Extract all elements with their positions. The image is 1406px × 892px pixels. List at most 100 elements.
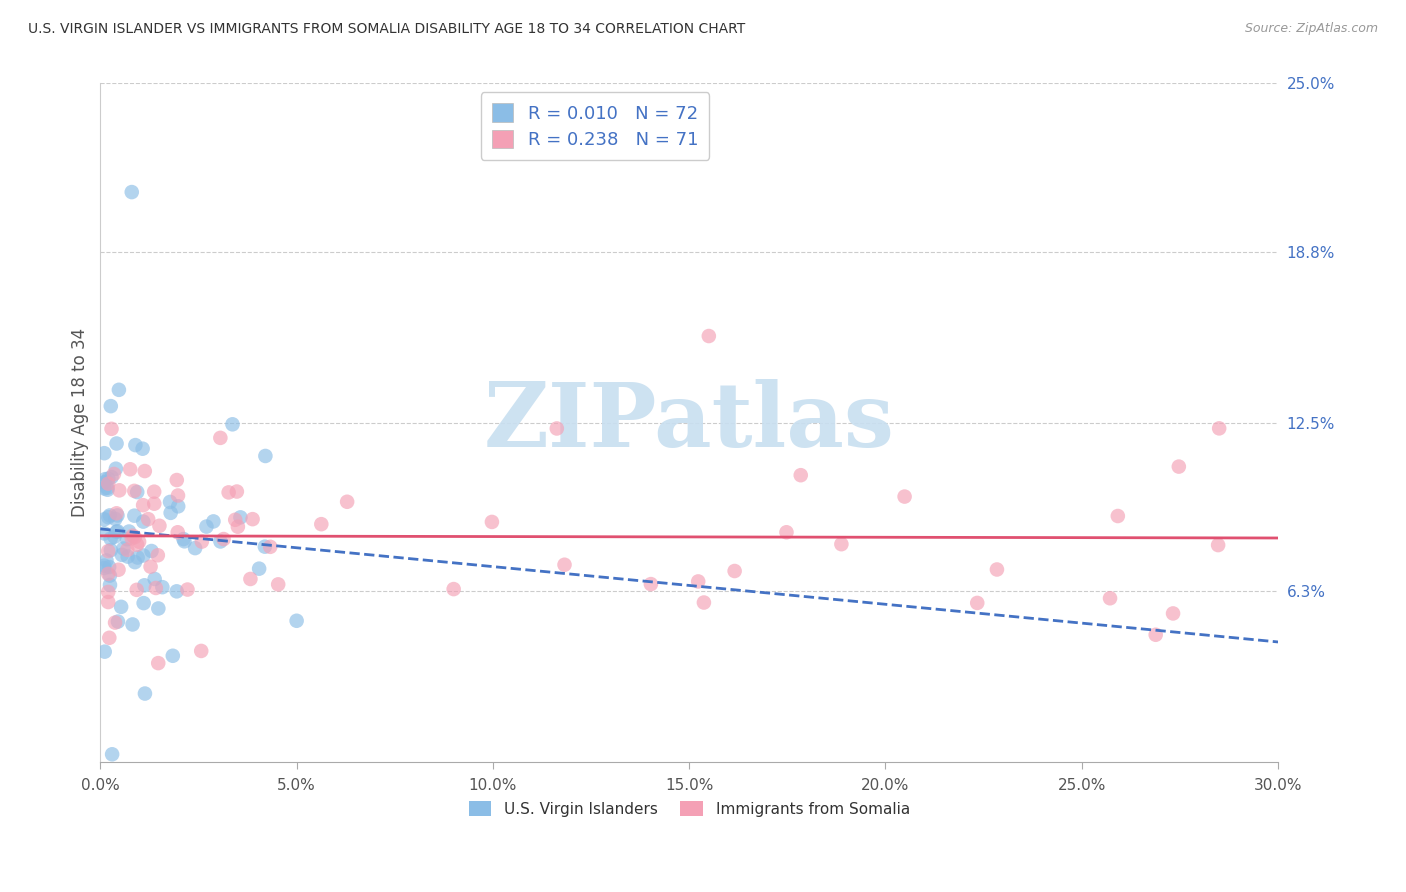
Text: Source: ZipAtlas.com: Source: ZipAtlas.com xyxy=(1244,22,1378,36)
Point xyxy=(136,512,159,526)
Point xyxy=(166,525,188,540)
Point xyxy=(443,582,465,596)
Point xyxy=(124,438,146,452)
Point xyxy=(481,515,503,529)
Point xyxy=(1144,628,1167,642)
Point xyxy=(830,537,852,551)
Point xyxy=(132,549,155,563)
Point xyxy=(150,580,173,594)
Point xyxy=(96,481,118,495)
Point xyxy=(226,519,249,533)
Point xyxy=(127,485,149,500)
Point xyxy=(242,512,264,526)
Point xyxy=(546,421,568,435)
Point xyxy=(105,436,128,450)
Point xyxy=(124,508,146,523)
Point xyxy=(229,510,252,524)
Point xyxy=(167,488,190,502)
Point xyxy=(98,508,121,523)
Point xyxy=(145,581,167,595)
Point xyxy=(97,585,120,599)
Point xyxy=(97,472,120,486)
Point xyxy=(893,490,915,504)
Point xyxy=(247,562,270,576)
Point xyxy=(120,462,142,476)
Point xyxy=(176,582,198,597)
Point xyxy=(173,534,195,549)
Point xyxy=(1206,538,1229,552)
Point xyxy=(97,476,120,491)
Point xyxy=(239,572,262,586)
Point xyxy=(148,518,170,533)
Point xyxy=(253,540,276,554)
Point xyxy=(124,555,146,569)
Point xyxy=(94,472,117,486)
Point xyxy=(93,561,115,575)
Point xyxy=(259,540,281,554)
Point xyxy=(191,534,214,549)
Point xyxy=(224,513,246,527)
Point xyxy=(134,687,156,701)
Point xyxy=(172,532,194,546)
Point xyxy=(134,464,156,478)
Point xyxy=(159,495,181,509)
Point xyxy=(162,648,184,663)
Text: ZIPatlas: ZIPatlas xyxy=(484,379,894,467)
Point xyxy=(110,599,132,614)
Point xyxy=(124,530,146,544)
Point xyxy=(97,544,120,558)
Point xyxy=(190,644,212,658)
Point xyxy=(285,614,308,628)
Point xyxy=(336,495,359,509)
Point xyxy=(107,524,129,539)
Point xyxy=(225,484,247,499)
Point xyxy=(688,574,710,589)
Point xyxy=(1167,459,1189,474)
Point xyxy=(93,512,115,526)
Point xyxy=(100,532,122,546)
Point xyxy=(96,483,118,497)
Point xyxy=(127,538,149,552)
Point xyxy=(121,531,143,545)
Point xyxy=(127,550,149,565)
Point xyxy=(93,482,115,496)
Point xyxy=(107,563,129,577)
Point xyxy=(108,483,131,498)
Point xyxy=(986,562,1008,576)
Point xyxy=(118,524,141,539)
Point xyxy=(93,558,115,573)
Point xyxy=(104,461,127,475)
Point xyxy=(93,645,115,659)
Point xyxy=(132,498,155,512)
Point xyxy=(100,470,122,484)
Point xyxy=(117,549,139,564)
Point xyxy=(124,483,146,498)
Point xyxy=(139,559,162,574)
Point xyxy=(1099,591,1122,606)
Point xyxy=(103,530,125,544)
Point xyxy=(141,544,163,558)
Point xyxy=(108,383,131,397)
Point xyxy=(100,422,122,436)
Point xyxy=(105,506,128,520)
Point xyxy=(132,515,155,529)
Point xyxy=(148,601,170,615)
Point xyxy=(131,442,153,456)
Point xyxy=(143,484,166,499)
Point xyxy=(693,595,716,609)
Point xyxy=(1107,508,1129,523)
Point xyxy=(254,449,277,463)
Y-axis label: Disability Age 18 to 34: Disability Age 18 to 34 xyxy=(72,328,89,517)
Point xyxy=(697,329,720,343)
Point xyxy=(184,541,207,555)
Point xyxy=(100,543,122,558)
Point xyxy=(166,584,188,599)
Point xyxy=(143,572,166,586)
Point xyxy=(117,542,139,557)
Point xyxy=(97,566,120,581)
Point xyxy=(115,532,138,546)
Point xyxy=(218,485,240,500)
Point xyxy=(98,578,121,592)
Point xyxy=(97,510,120,524)
Point xyxy=(159,506,181,520)
